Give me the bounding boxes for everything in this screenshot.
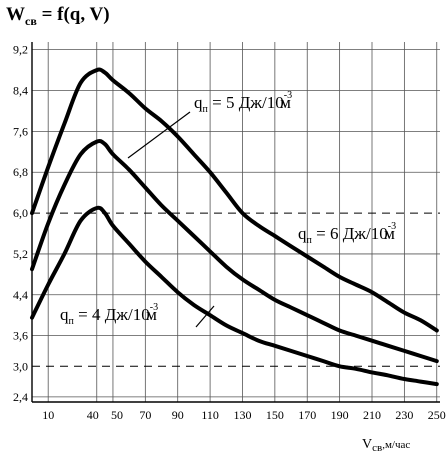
series-label-q4: qп = 4 Дж/10-3м — [60, 302, 158, 327]
x-tick-label-12: 250 — [428, 408, 446, 422]
series-line-1 — [30, 138, 439, 364]
x-tick-label-7: 150 — [266, 408, 284, 422]
x-tick-label-11: 230 — [395, 408, 413, 422]
series-line-2 — [30, 205, 439, 387]
series-lines — [30, 67, 439, 387]
x-tick-label-10: 210 — [363, 408, 381, 422]
y-tick-label-9: 9,2 — [13, 43, 28, 57]
y-tick-label-1: 3,0 — [13, 359, 28, 373]
leader-line-q4 — [195, 305, 215, 328]
x-tick-label-9: 190 — [331, 408, 349, 422]
x-axis-label: Vсв,м/час — [362, 437, 410, 454]
chart-title: Wсв = f(q, V) — [6, 4, 110, 28]
series-label-q6: qп = 6 Дж/10-3м — [298, 221, 396, 246]
y-tick-label-0: 2,4 — [13, 390, 28, 404]
dashed-reference-lines — [32, 212, 440, 367]
chart-title-sub: св — [25, 14, 37, 28]
y-axis-ticks: 2,4 3,0 3,6 4,4 5,2 6,0 6,8 7,6 8,4 9,2 — [13, 43, 28, 404]
leader-line-q5 — [127, 111, 191, 159]
x-tick-label-2: 50 — [111, 408, 123, 422]
x-axis-ticks: 10 40 50 70 90 110 130 150 170 190 210 230 250 — [42, 408, 446, 422]
x-tick-label-6: 130 — [233, 408, 251, 422]
series-line-0 — [30, 67, 439, 333]
chart-title-main: W — [6, 4, 25, 25]
x-tick-label-4: 90 — [172, 408, 184, 422]
y-tick-label-6: 6,8 — [13, 165, 28, 179]
y-tick-label-2: 3,6 — [13, 329, 28, 343]
grid — [31, 42, 440, 403]
y-tick-label-5: 6,0 — [13, 206, 28, 220]
y-tick-label-8: 8,4 — [13, 84, 28, 98]
x-tick-label-5: 110 — [201, 408, 219, 422]
y-tick-label-3: 4,4 — [13, 288, 28, 302]
y-tick-label-7: 7,6 — [13, 124, 28, 138]
series-label-q5: qп = 5 Дж/10-3м — [194, 90, 292, 115]
chart-title-rest: = f(q, V) — [37, 4, 110, 25]
x-tick-label-0: 10 — [42, 408, 54, 422]
y-tick-label-4: 5,2 — [13, 247, 28, 261]
x-tick-label-8: 170 — [298, 408, 316, 422]
x-tick-label-1: 40 — [87, 408, 99, 422]
x-tick-label-3: 70 — [139, 408, 151, 422]
